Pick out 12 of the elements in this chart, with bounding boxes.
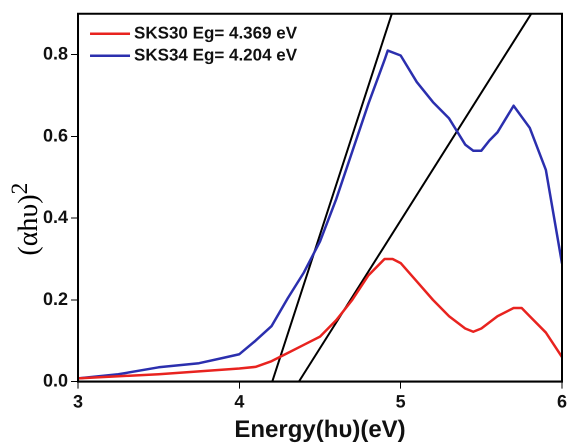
y-tick-label: 0.4 [42, 207, 68, 228]
x-tick-label: 3 [73, 391, 84, 412]
x-tick-label: 6 [556, 391, 568, 412]
x-tick-label: 4 [234, 391, 244, 412]
y-tick-label: 0.8 [42, 44, 68, 64]
y-tick-label: 0.0 [42, 370, 68, 391]
x-axis-title: Energy(hυ)(eV) [234, 416, 406, 444]
legend-label: SKS34 Eg= 4.204 eV [134, 45, 298, 64]
y-tick-label: 0.6 [42, 125, 68, 146]
x-tick-label: 5 [396, 391, 406, 412]
y-tick-label: 0.2 [42, 288, 68, 309]
legend-label: SKS30 Eg= 4.369 eV [134, 23, 298, 42]
